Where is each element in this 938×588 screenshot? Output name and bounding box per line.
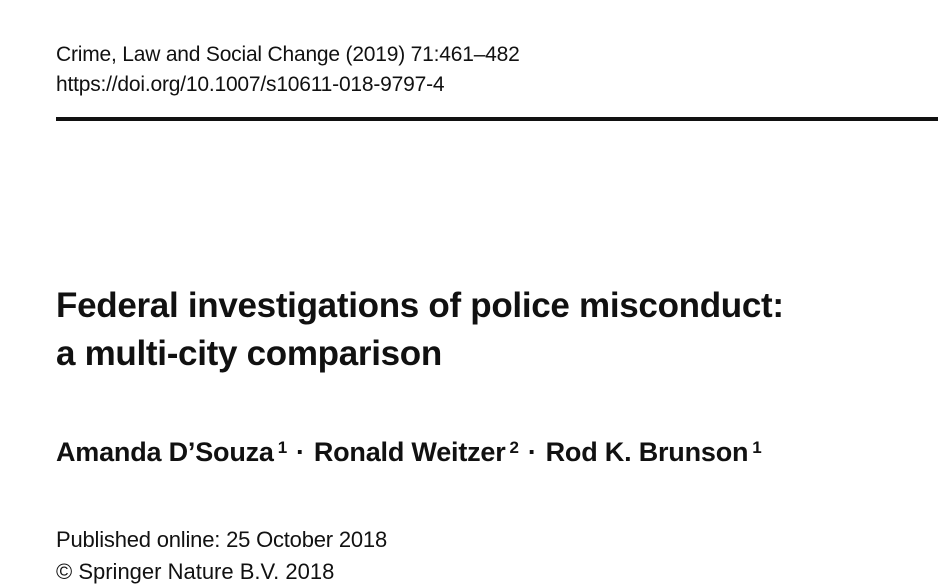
author-list: Amanda D’Souza 1 · Ronald Weitzer 2 · Rod K. B… <box>56 432 762 472</box>
title-line-1: Federal investigations of police miscond… <box>56 286 784 325</box>
author-name[interactable]: Rod K. Brunson <box>545 437 749 467</box>
journal-citation: Crime, Law and Social Change (2019) 71:4… <box>56 43 520 66</box>
affiliation-marker[interactable]: 1 <box>752 438 762 457</box>
affiliation-marker[interactable]: 2 <box>509 438 519 457</box>
author-separator: · <box>296 437 305 467</box>
author-name[interactable]: Amanda D’Souza <box>56 437 274 467</box>
header-rule <box>56 117 938 121</box>
journal-header: Crime, Law and Social Change (2019) 71:4… <box>56 40 520 100</box>
doi-link[interactable]: https://doi.org/10.1007/s10611-018-9797-… <box>56 73 445 96</box>
title-line-2: a multi-city comparison <box>56 334 442 373</box>
author-separator: · <box>527 437 537 467</box>
affiliation-marker[interactable]: 1 <box>277 438 288 457</box>
author-name[interactable]: Ronald Weitzer <box>313 437 506 467</box>
copyright-notice: © Springer Nature B.V. 2018 <box>56 559 335 584</box>
published-date: Published online: 25 October 2018 <box>56 527 387 552</box>
article-title: Federal investigations of police miscond… <box>56 282 784 378</box>
